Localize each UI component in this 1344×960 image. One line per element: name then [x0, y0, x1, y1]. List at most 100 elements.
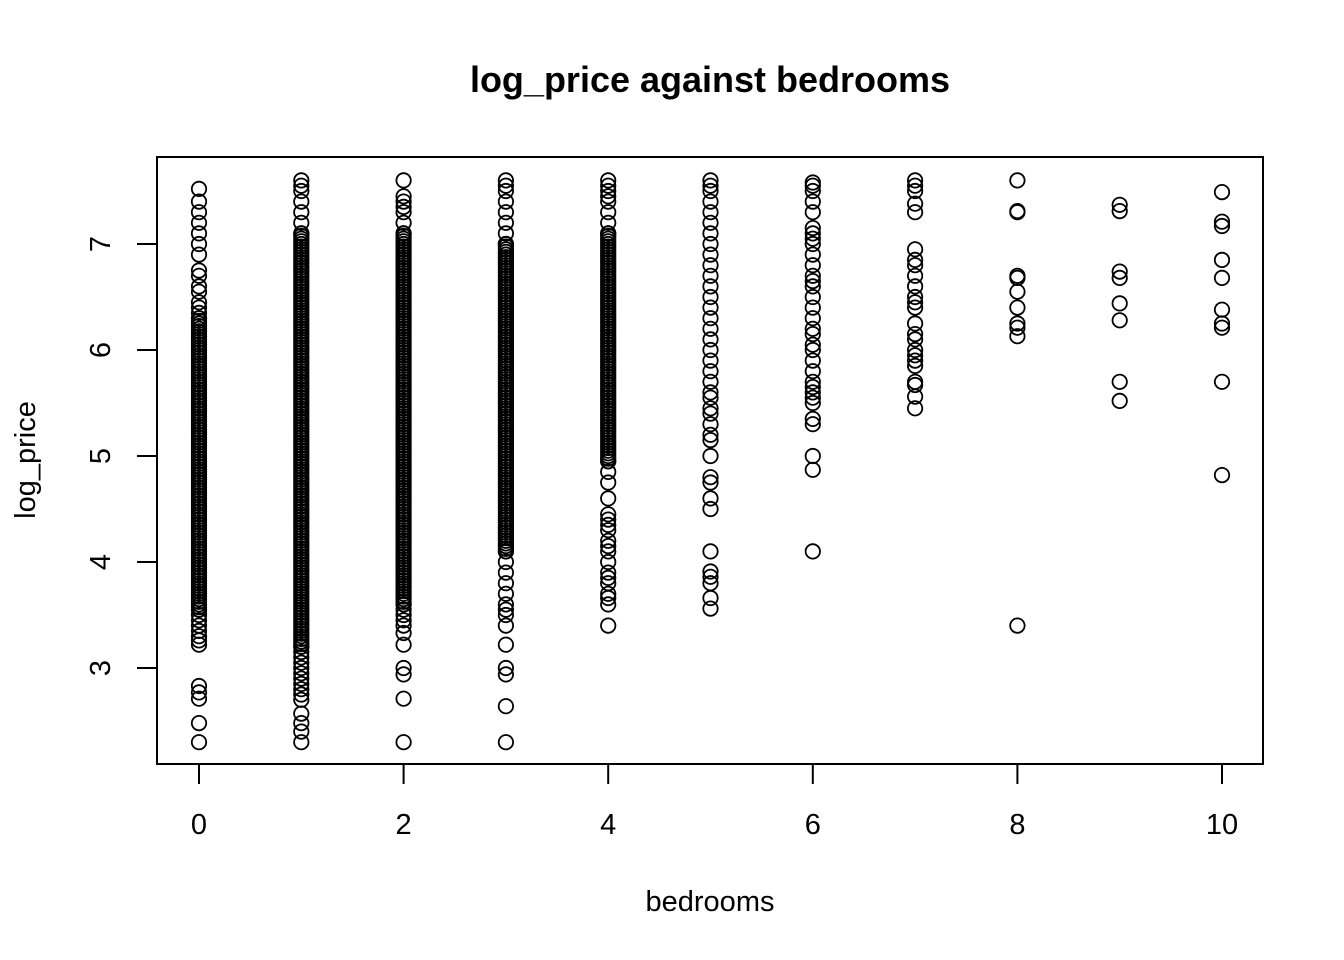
data-point: [906, 347, 924, 364]
data-point: [293, 681, 310, 698]
data-point: [804, 416, 821, 433]
data-point: [497, 596, 514, 613]
data-point: [190, 690, 208, 707]
data-point: [497, 225, 514, 242]
data-point: [600, 575, 617, 592]
data-point: [395, 172, 412, 189]
data-point: [906, 373, 924, 390]
data-point: [395, 636, 412, 653]
data-point: [497, 235, 514, 253]
data-point: [906, 288, 924, 306]
data-point: [497, 553, 514, 571]
data-point: [600, 204, 617, 221]
data-point: [906, 182, 924, 200]
data-point: [293, 649, 310, 666]
data-point: [804, 447, 821, 465]
data-point: [497, 575, 514, 592]
data-point: [293, 643, 310, 661]
data-point: [600, 553, 617, 571]
data-point: [190, 283, 208, 300]
data-point: [293, 686, 310, 703]
data-point: [804, 384, 821, 401]
data-point: [804, 278, 821, 295]
data-point: [190, 299, 208, 316]
data-point: [293, 225, 310, 242]
data-point: [906, 257, 924, 274]
data-point: [600, 463, 617, 480]
data-point: [804, 225, 821, 242]
data-point: [804, 378, 821, 396]
data-point: [395, 601, 412, 618]
x-tick-label: 6: [805, 809, 821, 841]
y-tick-label: 4: [85, 554, 117, 570]
x-tick-label: 8: [1009, 809, 1025, 841]
data-point: [1009, 172, 1026, 189]
y-axis-label: log_price: [10, 401, 42, 519]
data-point: [395, 617, 412, 634]
data-point: [600, 543, 617, 560]
data-point: [1213, 184, 1231, 201]
data-point: [702, 267, 719, 284]
data-point: [293, 204, 310, 221]
data-point: [906, 195, 924, 212]
data-point: [190, 235, 208, 253]
data-point: [1111, 263, 1128, 280]
data-point: [702, 246, 719, 263]
data-point: [600, 225, 617, 242]
data-point: [906, 177, 924, 194]
data-point: [702, 352, 719, 369]
data-point: [804, 174, 821, 191]
x-axis: 0 2 4 6 8 10: [191, 763, 1238, 841]
y-tick-label: 3: [85, 660, 117, 676]
data-point: [293, 714, 310, 732]
data-point: [497, 601, 514, 618]
data-point: [702, 278, 719, 295]
data-point: [600, 490, 617, 507]
data-point: [600, 511, 617, 528]
data-point: [497, 734, 514, 751]
data-point: [600, 182, 617, 200]
data-point: [804, 182, 821, 200]
data-point: [702, 400, 719, 417]
data-point: [906, 299, 924, 316]
data-point: [906, 315, 924, 332]
data-point: [600, 585, 617, 602]
data-point: [804, 257, 821, 274]
data-point: [190, 714, 208, 732]
data-point: [497, 585, 514, 602]
data-point: [293, 193, 310, 210]
data-point: [804, 246, 821, 263]
data-point: [190, 214, 208, 231]
data-point: [804, 363, 821, 380]
data-point: [497, 606, 514, 624]
data-point: [190, 304, 208, 321]
data-point: [600, 188, 617, 205]
data-point: [702, 405, 719, 422]
data-point: [497, 617, 514, 634]
data-point: [1213, 217, 1231, 235]
data-point: [702, 235, 719, 253]
data-point: [1009, 617, 1026, 634]
data-point: [1009, 319, 1026, 336]
data-point: [600, 177, 617, 194]
data-point: [497, 666, 514, 683]
data-point: [600, 596, 617, 613]
data-point: [190, 278, 208, 295]
data-point: [906, 331, 924, 348]
data-point: [190, 617, 208, 634]
data-point: [293, 670, 310, 687]
data-point: [702, 426, 719, 443]
data-point: [804, 220, 821, 237]
data-point: [497, 172, 514, 189]
data-point: [906, 341, 924, 359]
data-point: [702, 416, 719, 433]
data-point: [1213, 251, 1231, 268]
data-point: [702, 600, 719, 617]
data-point: [395, 198, 412, 215]
data-point: [190, 294, 208, 311]
data-point: [600, 522, 617, 539]
data-point: [804, 310, 821, 327]
data-point: [804, 299, 821, 316]
data-point: [804, 336, 821, 353]
